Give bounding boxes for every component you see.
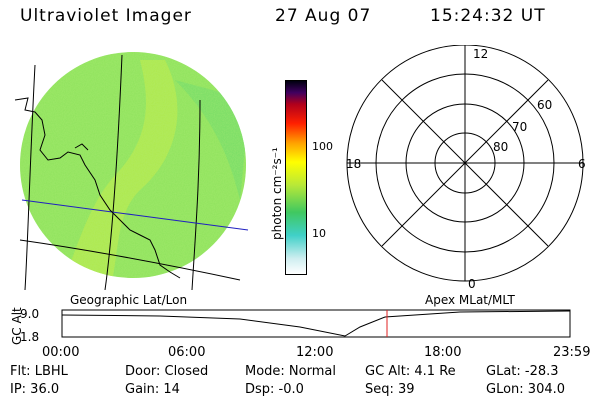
equator-line [21,199,249,231]
glat-info: GLat: -28.3 [486,364,559,379]
date-label: 27 Aug 07 [275,6,372,26]
mlt-label-right: 6 [578,157,586,171]
ip-info: IP: 36.0 [10,382,60,397]
mlt-label-top: 12 [473,47,489,61]
lat-label: 80 [493,140,509,154]
coastline [74,143,89,151]
seq-info: Seq: 39 [365,382,415,397]
meridian-line [104,54,123,290]
ts-y-tick: 9.0 [20,307,40,321]
ts-y-tick: 1.8 [20,330,40,344]
lat-label: 70 [512,120,528,134]
dsp-info: Dsp: -0.0 [245,382,304,397]
parallel-line [19,239,241,281]
coastline [14,97,181,279]
apex-label: Apex MLat/MLT [425,293,515,307]
ts-x-tick: 18:00 [424,345,462,360]
image-noise [20,52,246,278]
colorbar-tick: 100 [312,140,333,153]
uv-image-disk [14,52,249,290]
altitude-timeseries [61,309,571,338]
flt-info: Flt: LBHL [10,364,68,379]
lat-label: 60 [537,98,553,112]
geographic-label: Geographic Lat/Lon [70,293,188,307]
ts-x-tick: 06:00 [168,345,206,360]
gc-alt-info: GC Alt: 4.1 Re [365,364,456,379]
meridian-line [191,99,201,290]
polar-plot [346,45,584,282]
polar-axis [381,79,549,247]
ts-x-tick: 00:00 [42,345,80,360]
mlt-label-bottom: 0 [468,277,476,291]
mlt-label-left: 18 [346,157,362,171]
mode-info: Mode: Normal [245,364,336,379]
colorbar-unit-label: photon cm⁻²s⁻¹ [270,147,284,240]
color-scale-bar [285,80,307,275]
ts-frame [61,309,571,338]
ts-x-tick: 23:59 [553,345,591,360]
meridian-line [24,64,36,290]
app-title: Ultraviolet Imager [20,6,192,26]
colorbar-tick: 10 [312,227,326,240]
altitude-curve [61,310,571,337]
gain-info: Gain: 14 [125,382,180,397]
glon-info: GLon: 304.0 [486,382,566,397]
time-label: 15:24:32 UT [430,6,546,26]
door-info: Door: Closed [125,364,209,379]
ts-x-tick: 12:00 [296,345,334,360]
